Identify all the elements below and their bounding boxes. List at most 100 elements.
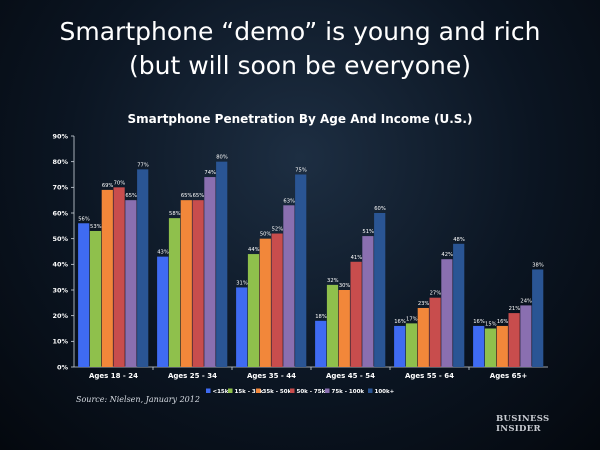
y-tick-label: 30% xyxy=(52,286,68,294)
legend-swatch xyxy=(368,388,373,393)
legend-label: <15k xyxy=(213,389,229,395)
data-label: 60% xyxy=(374,206,386,212)
bar xyxy=(429,297,441,367)
data-label: 21% xyxy=(509,306,521,312)
bar xyxy=(157,256,169,367)
bar xyxy=(89,230,102,367)
legend-swatch xyxy=(256,388,261,393)
bar xyxy=(441,259,453,367)
data-label: 65% xyxy=(125,193,137,199)
data-label: 50% xyxy=(260,232,272,238)
data-label: 69% xyxy=(102,183,114,189)
data-label: 16% xyxy=(394,319,406,325)
data-label: 56% xyxy=(78,216,90,222)
y-tick-label: 40% xyxy=(52,261,68,269)
legend-label: 35k - 50k xyxy=(263,389,292,395)
chart-bars: 56%53%69% 70%65%77%43%58%65% 65%74%80%31%4… xyxy=(78,155,544,367)
data-label: 31% xyxy=(236,280,248,286)
data-label: 48% xyxy=(453,237,465,243)
y-tick-label: 90% xyxy=(52,132,68,140)
headline-line-2: (but will soon be everyone) xyxy=(129,51,471,80)
bar xyxy=(362,236,374,367)
bar xyxy=(326,284,339,367)
legend-swatch xyxy=(290,388,295,393)
bar xyxy=(271,233,283,367)
legend-swatch xyxy=(206,388,211,393)
data-label: 17% xyxy=(406,316,418,322)
data-label: 75% xyxy=(295,168,307,174)
data-label: 65% xyxy=(193,193,205,199)
bar xyxy=(295,174,307,367)
bar xyxy=(247,254,260,367)
bar xyxy=(520,305,532,367)
legend-label: 100k+ xyxy=(375,389,395,395)
legend-swatch xyxy=(325,388,330,393)
y-tick-label: 50% xyxy=(52,235,68,243)
legend-label: 75k - 100k xyxy=(332,389,365,395)
bar xyxy=(216,161,228,367)
category-label: Ages 65+ xyxy=(490,372,528,380)
data-label: 24% xyxy=(520,298,532,304)
y-tick-label: 20% xyxy=(52,312,68,320)
data-label: 32% xyxy=(327,278,339,284)
data-label: 38% xyxy=(532,262,544,268)
data-label: 16% xyxy=(497,319,509,325)
bar xyxy=(484,328,497,367)
category-label: Ages 35 - 44 xyxy=(247,372,296,380)
bar xyxy=(508,313,520,367)
data-label: 43% xyxy=(157,250,169,256)
logo-line-2: INSIDER xyxy=(496,423,541,434)
legend-label: 50k - 75k xyxy=(297,389,326,395)
headline-line-1: Smartphone “demo” is young and rich xyxy=(59,17,541,46)
bar xyxy=(283,205,295,367)
data-label: 27% xyxy=(430,291,442,297)
legend-label: 15k - 35k xyxy=(235,389,264,395)
bar xyxy=(417,307,429,367)
data-label: 18% xyxy=(315,314,327,320)
data-label: 42% xyxy=(441,252,453,258)
data-label: 65% xyxy=(181,193,193,199)
chart-axes: 0% 10% 20% 30% 40% 50% 60% 70% 80% 90% Ages 18 - 2… xyxy=(52,132,548,380)
bar xyxy=(453,243,465,367)
business-insider-logo: BUSINESS INSIDER xyxy=(496,414,566,434)
bar xyxy=(315,320,327,367)
bar xyxy=(405,323,418,367)
bar xyxy=(192,200,204,367)
bar xyxy=(101,189,113,367)
bar xyxy=(125,200,137,367)
data-label: 16% xyxy=(473,319,485,325)
y-tick-label: 0% xyxy=(57,363,69,371)
bar xyxy=(259,238,271,367)
chart-legend: <15k 15k - 35k 35k - 50k 50k - 75k 75k - 100… xyxy=(206,388,395,395)
y-tick-label: 70% xyxy=(52,184,68,192)
data-label: 74% xyxy=(204,170,216,176)
data-label: 63% xyxy=(283,198,295,204)
data-label: 23% xyxy=(418,301,430,307)
bar xyxy=(394,325,406,367)
bar xyxy=(473,325,485,367)
bar xyxy=(78,223,90,367)
bar xyxy=(113,187,125,367)
data-label: 44% xyxy=(248,247,260,253)
bar xyxy=(137,169,149,367)
category-label: Ages 55 - 64 xyxy=(405,372,454,380)
bar xyxy=(204,177,216,367)
data-label: 51% xyxy=(362,229,374,235)
data-label: 30% xyxy=(339,283,351,289)
chart-title: Smartphone Penetration By Age And Income… xyxy=(128,112,473,126)
category-label: Ages 25 - 34 xyxy=(168,372,217,380)
source-note: Source: Nielsen, January 2012 xyxy=(76,395,200,404)
data-label: 41% xyxy=(351,255,363,261)
bar xyxy=(180,200,192,367)
data-label: 15% xyxy=(485,322,497,328)
category-label: Ages 18 - 24 xyxy=(89,372,138,380)
data-label: 52% xyxy=(272,227,284,233)
y-tick-label: 10% xyxy=(52,338,68,346)
bar xyxy=(350,261,362,367)
data-label: 70% xyxy=(114,180,126,186)
category-label: Ages 45 - 54 xyxy=(326,372,375,380)
bar xyxy=(338,290,350,367)
logo-line-1: BUSINESS xyxy=(496,414,550,424)
bar xyxy=(532,269,544,367)
